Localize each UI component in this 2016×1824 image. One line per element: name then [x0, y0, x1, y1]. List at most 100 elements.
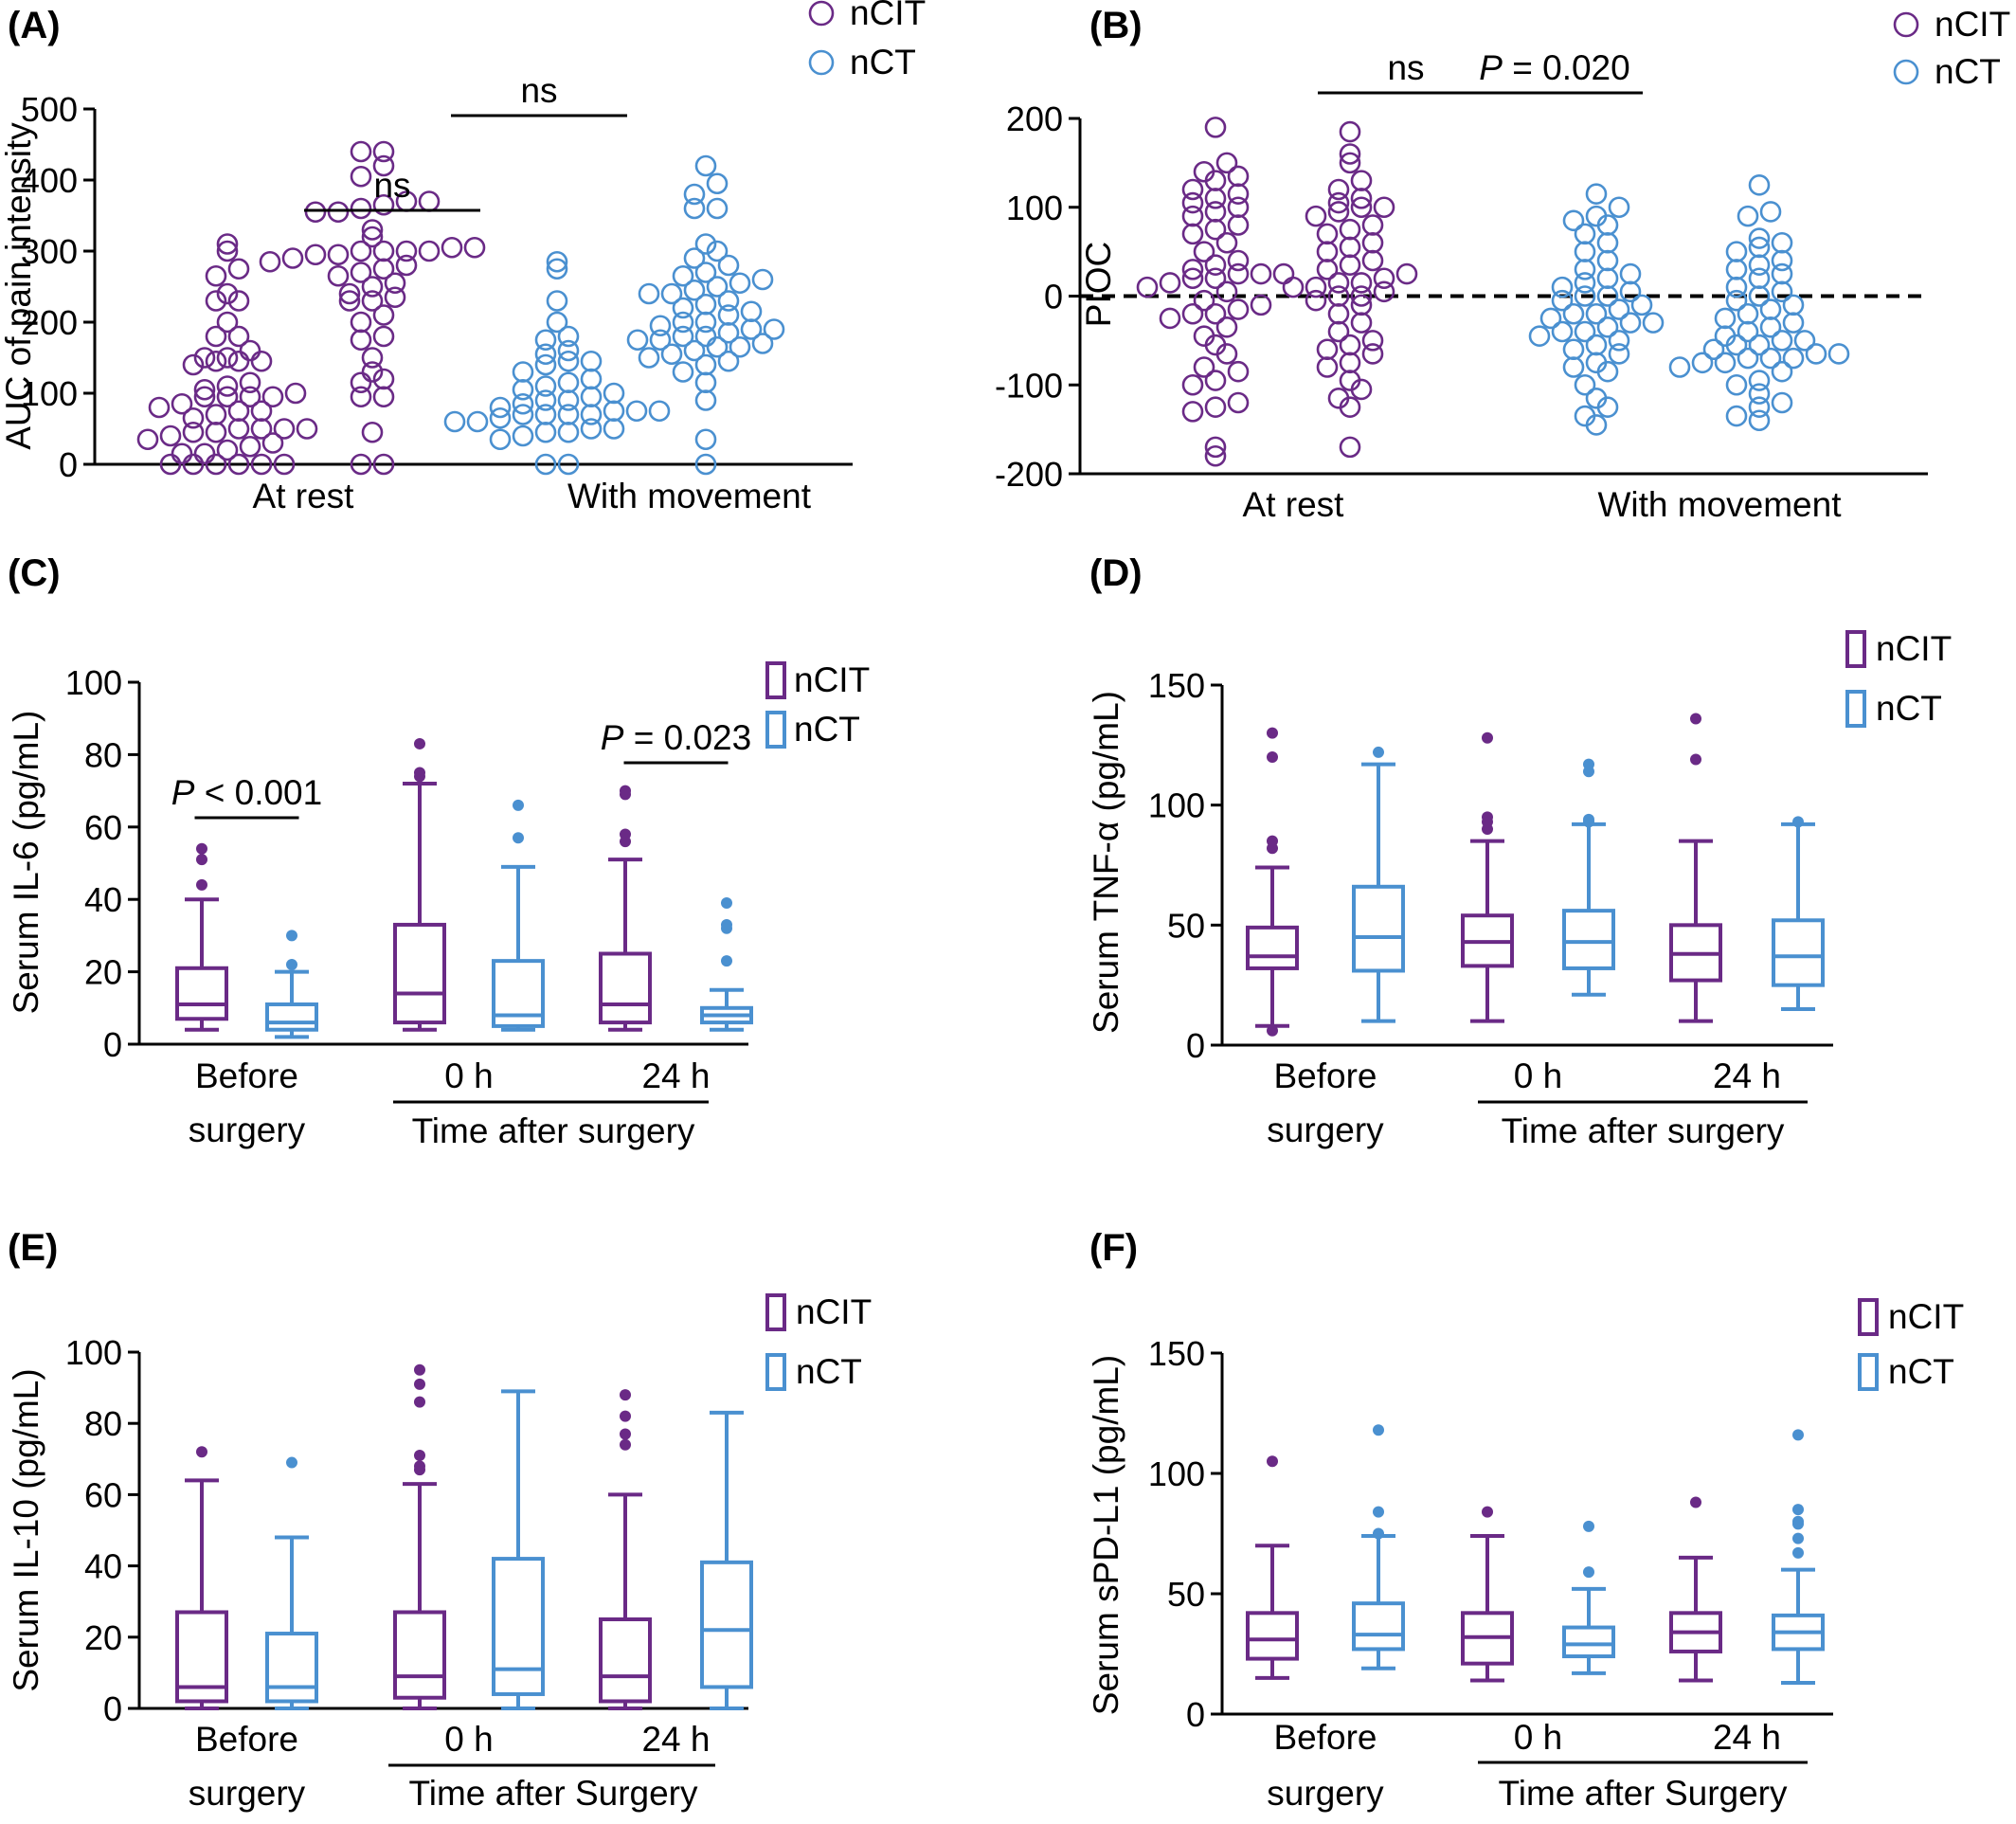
data-point-nct [557, 404, 580, 425]
data-point-ncit [338, 290, 361, 312]
data-point-ncit [361, 290, 384, 312]
outlier-point [1792, 1546, 1804, 1559]
data-point-ncit [1204, 254, 1227, 276]
data-point-nct [1782, 312, 1805, 334]
data-point-nct [648, 400, 671, 423]
outlier-point [620, 828, 631, 840]
data-point-nct [603, 400, 625, 423]
data-point-nct [1827, 343, 1850, 365]
y-tick-label: 20 [84, 1618, 122, 1657]
data-point-ncit [1327, 178, 1350, 201]
y-axis-label: AUC of pain intensity [0, 122, 38, 450]
data-point-ncit [148, 396, 171, 419]
data-point-ncit [182, 353, 205, 376]
box-ncit [1246, 727, 1299, 1037]
data-point-ncit [216, 282, 239, 305]
data-point-nct [534, 404, 557, 425]
data-point-nct [672, 325, 694, 348]
data-point-nct [1748, 174, 1771, 196]
data-point-ncit [1204, 218, 1227, 241]
data-point-ncit [1316, 356, 1339, 378]
iqr-box [1562, 909, 1615, 970]
data-point-ncit [1193, 325, 1215, 347]
x-category-line: surgery [1267, 1774, 1384, 1813]
outlier-point [620, 1438, 631, 1451]
data-point-ncit [361, 276, 384, 298]
x-category-label: 0 h [444, 1720, 493, 1759]
y-tick-label: 60 [84, 808, 122, 847]
legend-marker-ncit [1845, 630, 1866, 668]
data-point-ncit [1339, 152, 1361, 174]
data-point-ncit [1350, 196, 1373, 219]
y-tick-label: 0 [103, 1025, 122, 1064]
group-caption: Time after surgery [1502, 1111, 1785, 1150]
data-point-ncit [361, 219, 384, 241]
data-point-nct [1619, 262, 1642, 285]
data-point-nct [1619, 312, 1642, 334]
data-point-nct [1642, 312, 1665, 334]
data-point-nct [672, 311, 694, 334]
data-point-nct [1793, 330, 1816, 352]
data-point-ncit [1361, 330, 1384, 352]
y-tick-label: 0 [1186, 1695, 1205, 1734]
outlier-point [1583, 1566, 1594, 1579]
data-point-nct [1737, 347, 1759, 370]
data-point-nct [443, 410, 466, 433]
outlier-point [1792, 1532, 1804, 1544]
outlier-point [1267, 1455, 1278, 1468]
y-tick-label: 100 [21, 374, 78, 413]
data-point-nct [1585, 334, 1608, 356]
data-point-ncit [227, 258, 250, 280]
box-nct [1772, 816, 1825, 1011]
data-point-nct [1562, 302, 1585, 325]
data-point-ncit [418, 240, 441, 262]
data-point-nct [717, 254, 740, 277]
data-point-nct [1725, 405, 1748, 427]
data-point-ncit [1327, 320, 1350, 343]
data-point-ncit [159, 424, 182, 447]
x-category-label: Before surgery [189, 1720, 306, 1813]
data-point-ncit [273, 418, 296, 440]
data-point-ncit [1204, 444, 1227, 467]
data-point-ncit [1227, 183, 1250, 205]
comparison-label: ns [373, 166, 410, 205]
legend-marker-ncit [765, 1293, 786, 1331]
x-category-label: 24 h [641, 1056, 710, 1095]
legend-label: nCIT [1935, 5, 2010, 44]
data-point-nct [557, 371, 580, 394]
data-point-ncit [227, 325, 250, 348]
data-point-ncit [327, 201, 350, 224]
data-point-nct [683, 339, 706, 362]
data-point-ncit [1316, 259, 1339, 280]
outlier-point [1792, 816, 1804, 828]
data-point-nct [489, 396, 512, 419]
data-point-ncit [372, 193, 395, 216]
data-point-ncit [1181, 373, 1204, 396]
data-point-ncit [193, 347, 216, 369]
data-point-nct [1748, 409, 1771, 432]
data-point-ncit [1204, 188, 1227, 209]
data-point-ncit [1215, 231, 1238, 254]
data-point-nct [683, 197, 706, 220]
data-point-ncit [338, 282, 361, 305]
data-point-ncit [1339, 143, 1361, 165]
data-point-nct [1771, 262, 1793, 285]
y-tick-label: 40 [84, 880, 122, 919]
box-ncit [1461, 1506, 1514, 1683]
legend-label: nCT [1935, 52, 2001, 91]
outlier-point [1267, 751, 1278, 763]
data-point-ncit [182, 406, 205, 429]
data-point-ncit [261, 432, 284, 454]
y-tick-label: 0 [1044, 278, 1063, 316]
comparison-label: ns [1387, 48, 1424, 87]
box-ncit [599, 1389, 652, 1710]
data-point-ncit [1159, 272, 1181, 294]
data-point-ncit [205, 404, 227, 425]
x-category-label: 24 h [1713, 1718, 1781, 1757]
data-point-ncit [1227, 214, 1250, 236]
data-point-nct [740, 318, 763, 340]
data-point-nct [1759, 298, 1782, 320]
group-caption: Time after Surgery [1499, 1774, 1788, 1813]
data-point-nct [1551, 276, 1574, 298]
data-point-nct [717, 304, 740, 326]
